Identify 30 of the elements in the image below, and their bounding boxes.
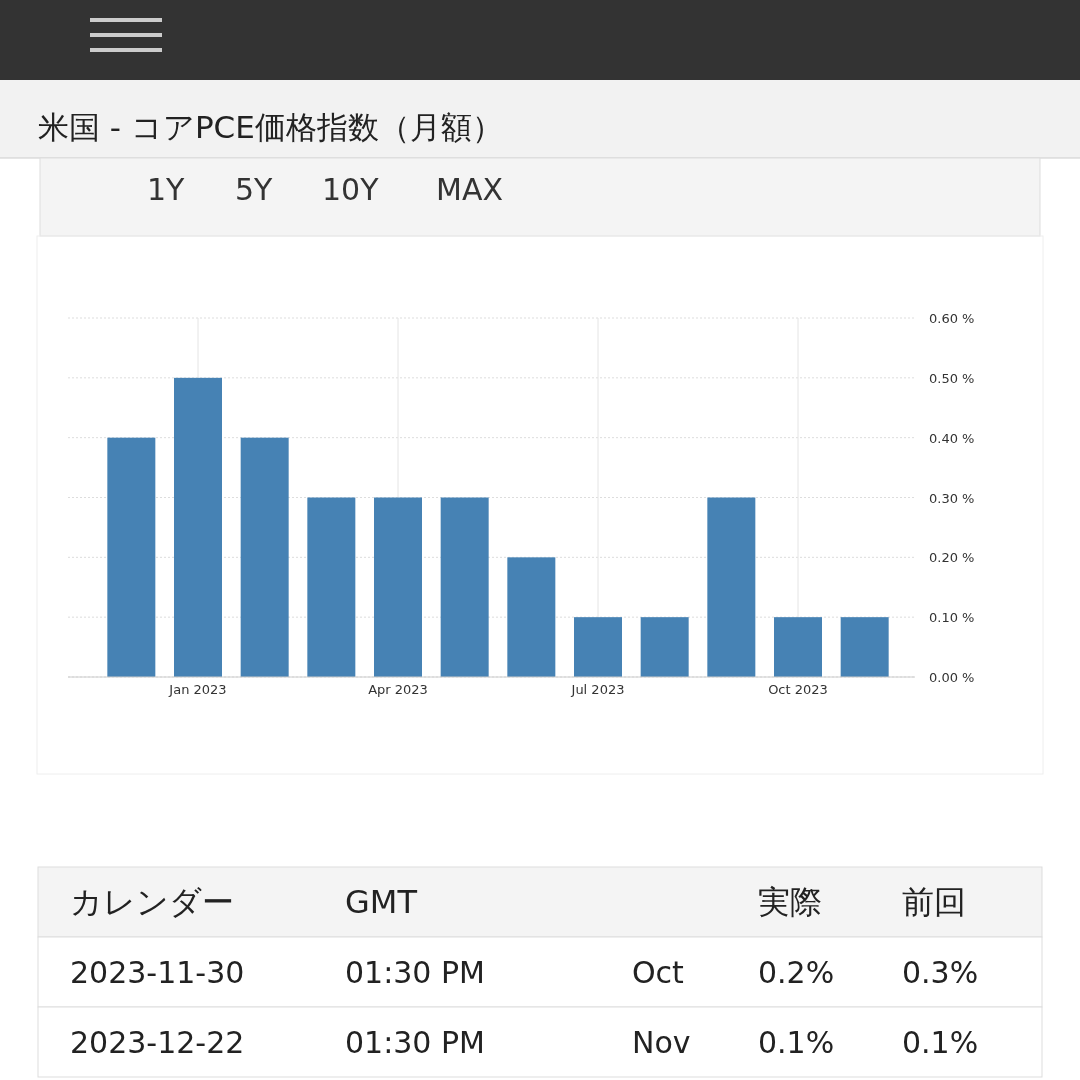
y-tick-label: 0.50 % (929, 370, 975, 386)
chart-title: 米国 - コアPCE価格指数（月額） (38, 109, 503, 145)
x-tick-label: Jan 2023 (168, 682, 227, 697)
y-tick-label: 0.60 % (929, 311, 975, 326)
text: 0.3% (902, 955, 979, 990)
text: 2023-12-22 (70, 1025, 245, 1060)
text: 5Y (235, 172, 274, 207)
text: MAX (436, 172, 503, 207)
y-tick-label: 0.10 % (929, 610, 975, 626)
text: 0.1% (758, 1025, 835, 1060)
y-tick-label: 0.00 % (929, 670, 975, 685)
text: 2023-11-30 (70, 955, 245, 990)
x-tick-label: Jul 2023 (570, 682, 625, 697)
y-tick-label: 0.40 % (929, 430, 975, 446)
text: 1Y (147, 172, 186, 207)
text: 0.2% (758, 955, 835, 990)
x-tick-label: Apr 2023 (368, 682, 428, 697)
text: Oct (632, 955, 685, 990)
text: 0.1% (902, 1025, 979, 1060)
x-tick-label: Oct 2023 (768, 682, 828, 697)
y-tick-label: 0.30 % (929, 490, 975, 506)
y-tick-label: 0.20 % (929, 550, 975, 566)
text: 01:30 PM (345, 955, 485, 990)
category-label: 実際 (758, 883, 822, 921)
text: Nov (632, 1025, 691, 1060)
category-label: GMT (345, 883, 418, 921)
category-label: カレンダー (70, 883, 234, 921)
text: 10Y (322, 172, 380, 207)
category-label: 前回 (902, 883, 966, 921)
text: 01:30 PM (345, 1025, 485, 1060)
